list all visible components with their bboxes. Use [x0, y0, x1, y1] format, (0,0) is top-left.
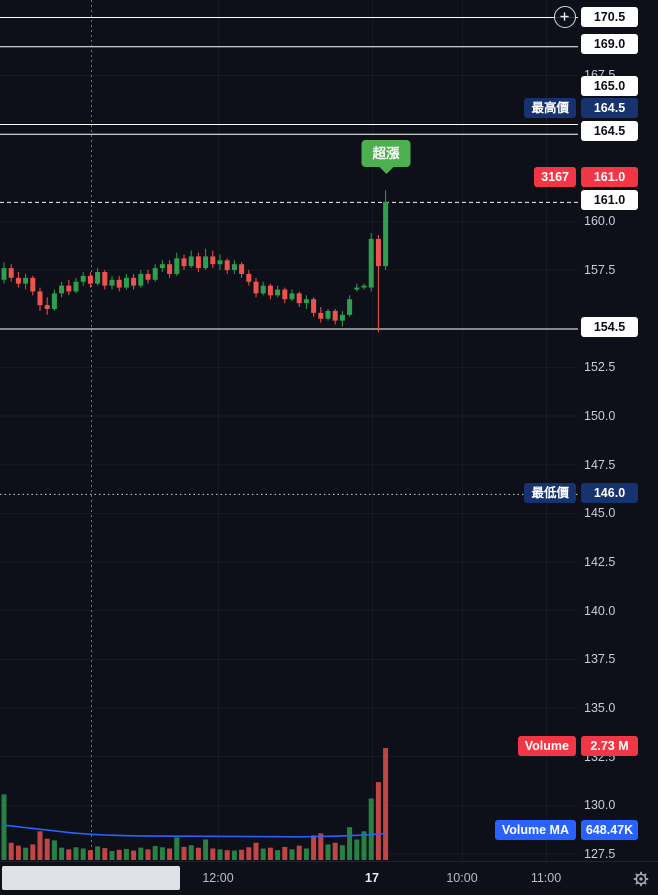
- time-tick: 17: [365, 871, 379, 885]
- candle-series: [1, 190, 389, 333]
- volume-series: [1, 748, 389, 860]
- time-tick: 11:00: [530, 871, 562, 885]
- surge-callout-label: 超漲: [372, 146, 400, 161]
- gear-glyph: [633, 871, 649, 887]
- volume-ma-line: [3, 824, 386, 838]
- chart-area[interactable]: 167.5 160.0 157.5 152.5 150.0 147.5 145.0 142.5…: [0, 0, 658, 862]
- time-axis[interactable]: 週三 2025-07-16 10:35 12:00 17 10:00 11:00: [0, 861, 658, 895]
- candlestick-canvas[interactable]: [0, 0, 658, 862]
- add-alert-button[interactable]: [554, 6, 576, 28]
- settings-gear-icon[interactable]: [632, 870, 650, 888]
- grid-lines: [0, 74, 578, 855]
- plus-icon: [560, 12, 569, 21]
- surge-callout[interactable]: 超漲: [361, 140, 411, 174]
- time-tick: 12:00: [202, 871, 234, 885]
- price-lines: [0, 17, 578, 495]
- crosshair-date-badge: 週三 2025-07-16 10:35: [2, 866, 181, 895]
- time-tick: 10:00: [446, 871, 478, 885]
